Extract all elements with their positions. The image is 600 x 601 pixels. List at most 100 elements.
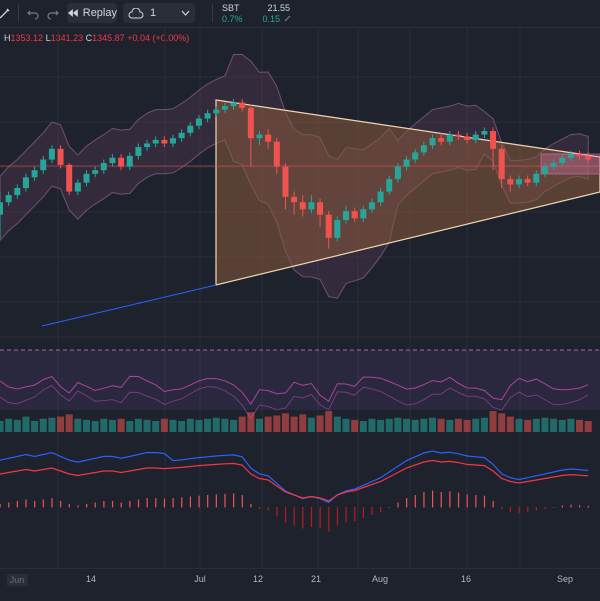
volume-bar bbox=[550, 418, 558, 432]
macd-histogram-bar bbox=[362, 507, 364, 518]
macd-histogram-bar bbox=[457, 492, 460, 508]
macd-histogram-bar bbox=[561, 505, 563, 508]
macd-histogram-bar bbox=[198, 495, 200, 508]
candle-body bbox=[317, 202, 324, 215]
candle-body bbox=[490, 131, 497, 149]
candle-body bbox=[204, 113, 211, 119]
candle-body bbox=[31, 170, 38, 178]
candle-body bbox=[360, 209, 367, 219]
volume-bar bbox=[74, 418, 82, 432]
macd-histogram-bar bbox=[535, 507, 537, 511]
volume-bar bbox=[558, 419, 566, 432]
macd-histogram-bar bbox=[475, 495, 477, 508]
triangle-pattern-drawing[interactable] bbox=[215, 99, 600, 286]
candle-body bbox=[66, 164, 73, 192]
candle-body bbox=[394, 166, 401, 180]
candle-body bbox=[343, 211, 349, 221]
macd-histogram-bar bbox=[354, 507, 356, 521]
volume-bar bbox=[195, 419, 203, 432]
candle-body bbox=[429, 138, 436, 146]
redo-button[interactable] bbox=[44, 3, 62, 23]
candle-body bbox=[152, 139, 159, 144]
candle-body bbox=[144, 143, 151, 148]
macd-histogram-bar bbox=[259, 507, 261, 509]
volume-bar bbox=[584, 421, 592, 432]
pencil-icon[interactable] bbox=[284, 15, 291, 22]
volume-bar bbox=[126, 421, 134, 432]
macd-histogram-bar bbox=[94, 502, 96, 508]
candle-body bbox=[74, 182, 81, 192]
volume-bar bbox=[333, 416, 341, 432]
replay-button[interactable]: Replay bbox=[67, 3, 117, 23]
volume-bar bbox=[307, 417, 315, 432]
candle-body bbox=[14, 188, 21, 196]
volume-bar bbox=[100, 418, 108, 432]
ticker-change: 0.15 bbox=[262, 14, 280, 24]
redo-icon bbox=[47, 10, 59, 20]
candle-body bbox=[498, 148, 505, 180]
volume-bar bbox=[567, 418, 575, 432]
price-chart[interactable] bbox=[0, 27, 600, 568]
volume-bar bbox=[299, 414, 307, 432]
candle-body bbox=[507, 179, 514, 185]
macd-signal-line bbox=[0, 459, 589, 502]
volume-bar bbox=[351, 419, 359, 432]
candle-body bbox=[230, 102, 237, 107]
candle-body bbox=[187, 125, 194, 133]
macd-histogram-bar bbox=[207, 495, 209, 508]
candle-body bbox=[299, 202, 306, 210]
volume-bar bbox=[48, 417, 56, 432]
macd-histogram-bar bbox=[68, 504, 70, 508]
volume-bar bbox=[325, 411, 333, 432]
candle-body bbox=[412, 152, 419, 160]
candle-body bbox=[446, 134, 453, 142]
macd-histogram-bar bbox=[414, 495, 416, 508]
ticker-change-pct: 0.7% bbox=[222, 14, 243, 24]
ticker-widget[interactable]: SBT 21.55 0.7% 0.15 bbox=[220, 0, 292, 27]
volume-bar bbox=[316, 415, 324, 432]
volume-bar bbox=[83, 419, 90, 432]
trend-line-drawing[interactable] bbox=[41, 284, 217, 327]
volume-bar bbox=[152, 421, 160, 432]
macd-histogram-bar bbox=[276, 507, 278, 517]
macd-histogram-bar bbox=[77, 505, 79, 508]
macd-histogram-bar bbox=[233, 493, 235, 508]
candle-body bbox=[178, 132, 185, 139]
volume-layer bbox=[0, 411, 592, 432]
macd-histogram-bar bbox=[34, 501, 36, 508]
volume-bar bbox=[437, 418, 445, 432]
macd-histogram-bar bbox=[501, 507, 503, 509]
time-axis[interactable]: Jun 14 Jul 12 21 Aug 16 Sep bbox=[0, 568, 600, 601]
candle-body bbox=[559, 157, 566, 164]
volume-bar bbox=[117, 418, 125, 432]
macd-histogram-bar bbox=[250, 504, 252, 508]
ohlc-low-value: 1341.23 bbox=[50, 33, 84, 43]
volume-bar bbox=[0, 421, 4, 432]
chevron-down-icon bbox=[181, 10, 190, 16]
volume-bar bbox=[515, 418, 523, 432]
macd-histogram-bar bbox=[16, 501, 18, 508]
macd-histogram-bar bbox=[25, 499, 27, 508]
candle-body bbox=[533, 173, 540, 183]
candle-body bbox=[100, 163, 107, 171]
xaxis-label: Sep bbox=[556, 574, 574, 584]
volume-bar bbox=[429, 417, 436, 432]
layout-select[interactable]: 1 bbox=[123, 3, 195, 23]
undo-icon bbox=[27, 10, 39, 20]
drawing-tool-button[interactable] bbox=[0, 3, 14, 23]
candle-body bbox=[550, 163, 557, 167]
macd-histogram-bar bbox=[397, 502, 399, 508]
macd-histogram-bar bbox=[319, 507, 321, 529]
candle-body bbox=[126, 155, 133, 167]
candle-body bbox=[239, 102, 246, 108]
layout-value: 1 bbox=[150, 7, 157, 19]
candle-body bbox=[161, 139, 168, 144]
candle-body bbox=[291, 196, 298, 203]
macd-histogram-bar bbox=[120, 502, 122, 508]
candle-body bbox=[282, 166, 289, 197]
undo-button[interactable] bbox=[24, 3, 42, 23]
volume-bar bbox=[204, 418, 212, 432]
candle-body bbox=[325, 214, 332, 238]
xaxis-label: Jun bbox=[6, 574, 28, 586]
macd-histogram-bar bbox=[518, 507, 520, 514]
